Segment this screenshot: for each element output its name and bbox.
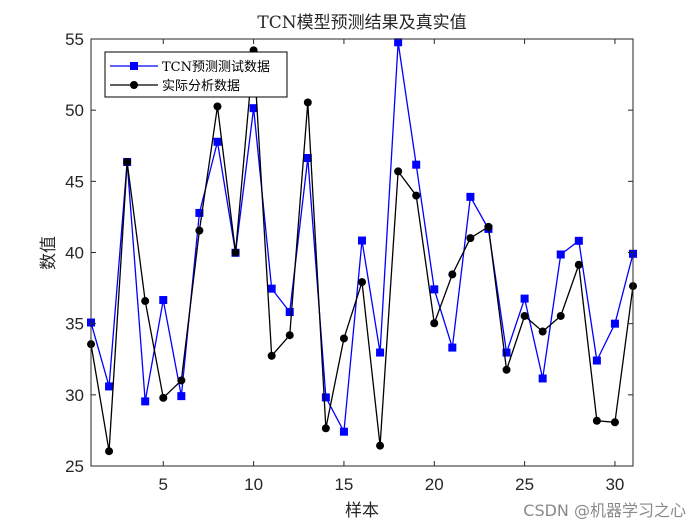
data-point	[520, 294, 529, 303]
data-point	[231, 248, 240, 257]
y-tick-label: 35	[65, 315, 84, 334]
data-point	[303, 153, 312, 162]
chart-title: TCN模型预测结果及真实值	[257, 13, 466, 33]
x-tick-label: 5	[159, 475, 168, 494]
legend-square-marker-icon	[130, 62, 138, 70]
series-actual	[87, 46, 637, 456]
data-point	[141, 297, 150, 306]
legend-circle-marker-icon	[130, 81, 138, 89]
y-axis-label: 数值	[39, 236, 59, 270]
y-tick-label: 50	[65, 101, 84, 120]
data-point	[610, 319, 619, 328]
data-point	[123, 157, 132, 166]
x-tick-label: 25	[515, 475, 534, 494]
y-tick-label: 25	[65, 457, 84, 476]
legend-entry: 实际分析数据	[162, 79, 240, 94]
data-point	[321, 393, 330, 402]
data-point	[376, 441, 385, 450]
data-point	[249, 104, 258, 113]
x-axis-label: 样本	[345, 501, 379, 521]
data-point	[105, 447, 114, 456]
legend-entry: TCN预测测试数据	[162, 60, 270, 75]
y-tick-label: 30	[65, 386, 84, 405]
data-point	[574, 236, 583, 245]
data-point	[358, 236, 366, 245]
data-point	[159, 296, 168, 305]
data-point	[394, 38, 403, 47]
data-point	[448, 343, 457, 352]
data-point	[213, 102, 222, 111]
data-point	[321, 424, 330, 433]
data-point	[592, 356, 601, 365]
data-point	[556, 311, 565, 320]
x-tick-label: 15	[334, 475, 353, 494]
series-tcn-prediction	[87, 38, 637, 436]
y-tick-label: 55	[65, 30, 84, 49]
data-point	[339, 334, 348, 343]
data-point	[285, 331, 294, 340]
data-point	[502, 348, 511, 357]
data-point	[430, 319, 439, 328]
data-point	[466, 234, 475, 243]
data-point	[177, 392, 186, 401]
data-point	[502, 365, 511, 374]
data-point	[195, 208, 204, 217]
y-tick-label: 45	[65, 172, 84, 191]
data-point	[466, 192, 475, 201]
data-point	[376, 348, 385, 357]
x-tick-label: 10	[244, 475, 263, 494]
data-point	[267, 284, 276, 293]
data-point	[412, 191, 421, 200]
data-point	[267, 351, 276, 360]
data-point	[213, 137, 222, 146]
x-tick-label: 30	[605, 475, 624, 494]
data-point	[484, 222, 493, 231]
data-point	[159, 393, 168, 402]
data-point	[339, 427, 348, 436]
data-point	[394, 167, 403, 176]
y-tick-label: 40	[65, 244, 84, 263]
data-point	[430, 285, 439, 294]
data-point	[520, 311, 529, 320]
data-point	[177, 376, 186, 385]
data-point	[285, 307, 294, 316]
data-point	[195, 226, 204, 235]
data-point	[538, 327, 547, 336]
data-point	[574, 260, 583, 269]
data-point	[358, 278, 366, 287]
data-point	[538, 374, 547, 383]
data-point	[556, 250, 565, 259]
data-point	[412, 160, 421, 169]
data-point	[303, 98, 312, 107]
axes: 5 10 15 20 25 30 25 30 35 40 45 50 55	[65, 30, 634, 494]
watermark: CSDN @机器学习之心	[523, 501, 686, 520]
x-tick-label: 20	[425, 475, 444, 494]
data-point	[592, 416, 601, 425]
data-point	[141, 397, 150, 406]
data-point	[610, 418, 619, 427]
plot-area	[87, 38, 637, 456]
data-point	[105, 382, 114, 391]
data-point	[448, 270, 457, 279]
